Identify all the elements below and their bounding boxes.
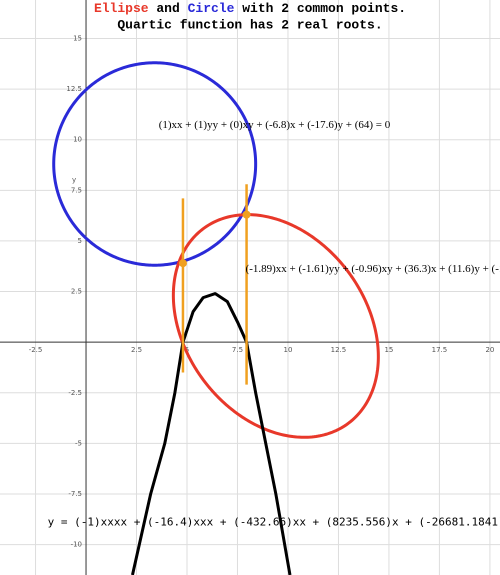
y-tick-label: 7.5 bbox=[71, 186, 82, 194]
x-tick-label: 17.5 bbox=[432, 346, 448, 354]
circle bbox=[52, 61, 258, 267]
x-tick-label: 7.5 bbox=[232, 346, 243, 354]
intersection-point bbox=[242, 210, 251, 219]
y-tick-label: 15 bbox=[73, 34, 82, 42]
y-tick-label: -10 bbox=[71, 541, 82, 549]
x-tick-label: 2.5 bbox=[131, 346, 142, 354]
ellipse bbox=[171, 213, 380, 439]
x-tick-label: 15 bbox=[384, 346, 393, 354]
title-part: Ellipse bbox=[94, 1, 149, 16]
y-tick-label: -2.5 bbox=[68, 389, 82, 397]
y-tick-label: -5 bbox=[75, 439, 82, 447]
chart-subtitle: Quartic function has 2 real roots. bbox=[117, 17, 382, 32]
x-tick-label: 12.5 bbox=[331, 346, 347, 354]
x-tick-label: -2.5 bbox=[29, 346, 43, 354]
y-tick-label: -7.5 bbox=[68, 490, 82, 498]
y-tick-label: 5 bbox=[78, 237, 82, 245]
x-tick-label: 20 bbox=[485, 346, 494, 354]
y-axis-label: y bbox=[72, 176, 76, 184]
title-part: Circle bbox=[188, 1, 235, 16]
intersection-point bbox=[178, 259, 187, 268]
y-tick-label: 10 bbox=[73, 136, 82, 144]
quartic-curve bbox=[131, 292, 292, 575]
chart-title: Ellipse and Circle with 2 common points. bbox=[94, 1, 406, 16]
title-part: with 2 common points. bbox=[242, 1, 406, 16]
equation-label: (-1.89)xx + (-1.61)yy + (-0.96)xy + (36.… bbox=[246, 263, 500, 275]
y-tick-label: 2.5 bbox=[71, 288, 82, 296]
equation-label: (1)xx + (1)yy + (0)xy + (-6.8)x + (-17.6… bbox=[159, 119, 391, 131]
y-tick-label: 12.5 bbox=[66, 85, 82, 93]
x-tick-label: 10 bbox=[284, 346, 293, 354]
plot: (1)xx + (1)yy + (0)xy + (-6.8)x + (-17.6… bbox=[48, 61, 500, 575]
title-part: and bbox=[156, 1, 179, 16]
equation-label: y = (-1)xxxx + (-16.4)xxx + (-432.66)xx … bbox=[48, 515, 500, 528]
